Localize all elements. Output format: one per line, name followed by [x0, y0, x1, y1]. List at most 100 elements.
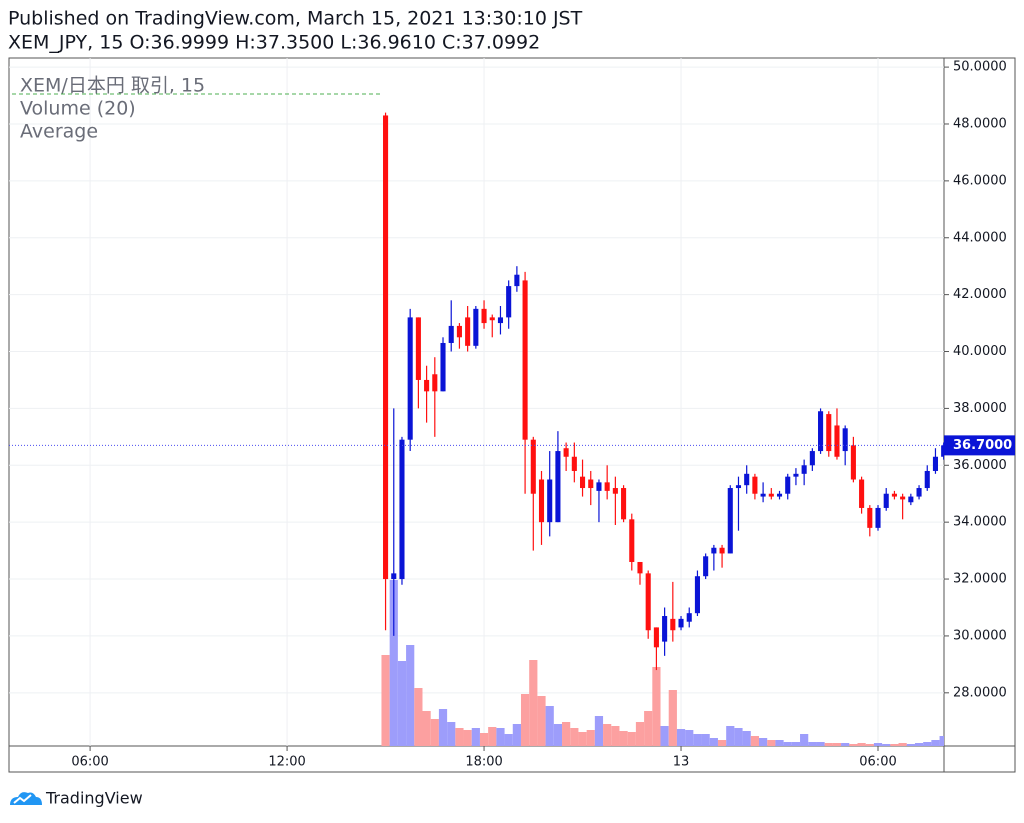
x-tick-label: 06:00	[71, 755, 108, 770]
candle-body	[760, 493, 766, 497]
volume-bar	[520, 694, 530, 746]
candle-body	[891, 493, 897, 497]
volume-bar	[537, 696, 546, 746]
candle-body	[391, 573, 397, 580]
x-tick-label: 06:00	[859, 755, 896, 770]
candle-body	[744, 473, 750, 486]
candle-body	[530, 439, 536, 494]
volume-bar	[668, 690, 677, 746]
candle-body	[834, 425, 840, 457]
x-tick-label: 18:00	[465, 755, 502, 770]
candle-body	[785, 476, 791, 494]
legend-average: Average	[20, 121, 98, 143]
candle-body	[924, 470, 930, 489]
y-tick-label: 30.0000	[953, 628, 1007, 643]
volume-bar	[914, 743, 924, 746]
volume-bar	[841, 743, 850, 746]
candle-body	[506, 286, 512, 318]
volume-bar	[463, 730, 472, 746]
candle-body	[776, 493, 783, 497]
candle-body	[809, 451, 815, 466]
candle-body	[768, 493, 774, 497]
y-tick-label: 36.0000	[953, 458, 1007, 473]
volume-bar	[783, 742, 792, 746]
brand-logo: TradingView	[10, 789, 143, 808]
candle-body	[670, 618, 676, 631]
candle-body	[489, 317, 495, 321]
candle-body	[711, 547, 717, 554]
volume-bar	[693, 734, 702, 746]
volume-bar	[644, 711, 653, 746]
y-tick-label: 32.0000	[953, 572, 1007, 587]
volume-bar	[397, 661, 407, 746]
volume-bar	[447, 722, 456, 746]
candle-body	[793, 473, 799, 477]
candle-body	[407, 317, 413, 440]
candle-body	[465, 317, 471, 346]
candle-body	[653, 627, 659, 648]
candle-body	[645, 573, 651, 631]
y-tick-label: 40.0000	[953, 344, 1007, 359]
candle-body	[473, 308, 479, 346]
candle-body	[579, 476, 586, 489]
volume-bar	[438, 709, 448, 746]
candle-body	[383, 115, 389, 580]
candle-body	[686, 613, 692, 622]
candle-body	[637, 561, 643, 574]
volume-bar	[717, 740, 727, 746]
volume-bar	[808, 742, 817, 746]
candle-body	[678, 618, 684, 628]
candle-body	[900, 496, 906, 500]
volume-bar	[923, 742, 932, 746]
volume-bar	[939, 736, 944, 746]
volume-bar	[750, 736, 760, 746]
y-tick-label: 50.0000	[953, 60, 1007, 75]
candle-body	[497, 317, 504, 324]
candle-body	[842, 428, 848, 452]
volume-bar	[603, 724, 612, 746]
candle-body	[563, 448, 569, 457]
candle-body	[481, 308, 487, 324]
volume-bar	[775, 740, 784, 746]
candle-body	[932, 456, 939, 471]
candle-body	[399, 439, 405, 580]
legend-volume: Volume (20)	[20, 98, 136, 120]
candle-body	[621, 488, 627, 520]
volume-bar	[619, 731, 628, 746]
volume-bar	[759, 738, 768, 746]
candle-body	[826, 414, 832, 452]
candle-body	[415, 317, 421, 380]
y-tick-label: 48.0000	[953, 116, 1007, 131]
candle-body	[424, 379, 430, 392]
volume-bar	[545, 706, 554, 746]
volume-bar	[479, 733, 489, 746]
candle-body	[547, 479, 553, 523]
volume-bar	[553, 724, 563, 746]
volume-bar	[586, 730, 595, 746]
candle-body	[719, 547, 725, 554]
symbol-line: XEM_JPY, 15 O:36.9999 H:37.3500 L:36.961…	[8, 32, 540, 54]
y-tick-label: 44.0000	[953, 230, 1007, 245]
y-tick-label: 28.0000	[953, 685, 1007, 700]
volume-bar	[791, 742, 801, 746]
volume-bar	[865, 744, 874, 746]
candle-body	[456, 325, 462, 338]
volume-bar	[873, 743, 883, 746]
candle-body	[818, 411, 824, 452]
volume-bar	[627, 732, 636, 746]
candle-body	[859, 479, 865, 508]
candle-body	[941, 445, 944, 457]
volume-bar	[594, 716, 604, 746]
candle-body	[432, 374, 438, 392]
volume-bar	[652, 667, 661, 746]
y-tick-label: 46.0000	[953, 173, 1007, 188]
volume-bar	[562, 722, 571, 746]
candle-body	[727, 488, 733, 554]
candle-body	[588, 479, 594, 489]
x-tick-label: 13	[673, 755, 690, 770]
volume-bar	[570, 728, 579, 746]
volume-bar	[660, 726, 669, 746]
volume-bar	[611, 726, 620, 746]
volume-bar	[709, 738, 718, 746]
